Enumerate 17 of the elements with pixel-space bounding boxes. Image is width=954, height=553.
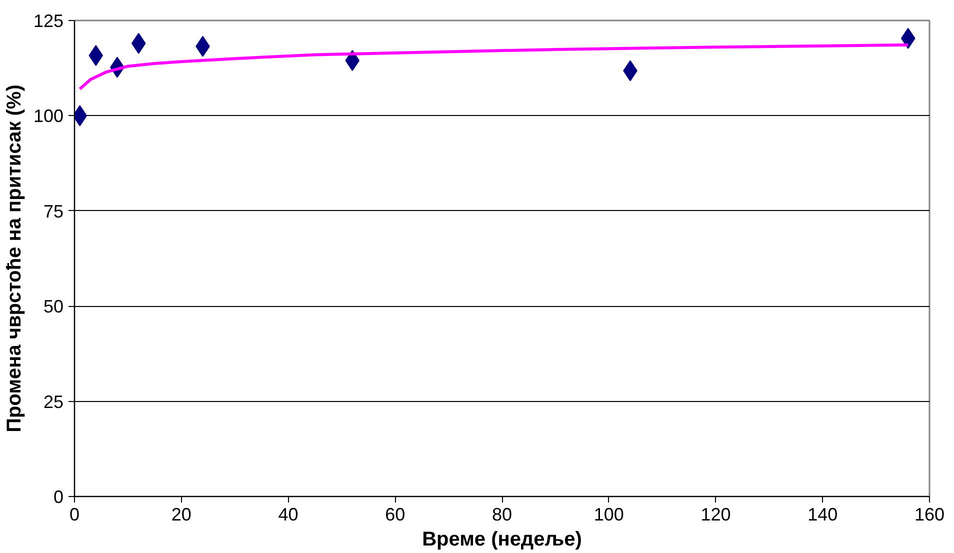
x-tick-label: 0 bbox=[69, 504, 80, 524]
x-tick-label: 20 bbox=[171, 504, 192, 524]
x-tick-label: 120 bbox=[700, 504, 731, 524]
y-tick-label: 125 bbox=[33, 11, 64, 31]
x-tick-label: 100 bbox=[594, 504, 624, 524]
y-tick-label: 75 bbox=[43, 201, 64, 222]
y-tick-label: 100 bbox=[33, 106, 64, 126]
y-tick-label: 50 bbox=[43, 296, 64, 317]
y-tick-label: 25 bbox=[43, 392, 64, 412]
x-tick-label: 60 bbox=[385, 504, 406, 524]
y-axis-title: Промена чврстоће на притисак (%) bbox=[3, 84, 26, 432]
x-tick-label: 80 bbox=[492, 504, 512, 524]
x-tick-label: 140 bbox=[808, 504, 838, 524]
x-axis-title: Време (недеље) bbox=[422, 528, 582, 550]
x-tick-label: 160 bbox=[914, 504, 945, 524]
x-tick-label: 40 bbox=[278, 504, 298, 524]
y-tick-label: 0 bbox=[53, 487, 64, 507]
